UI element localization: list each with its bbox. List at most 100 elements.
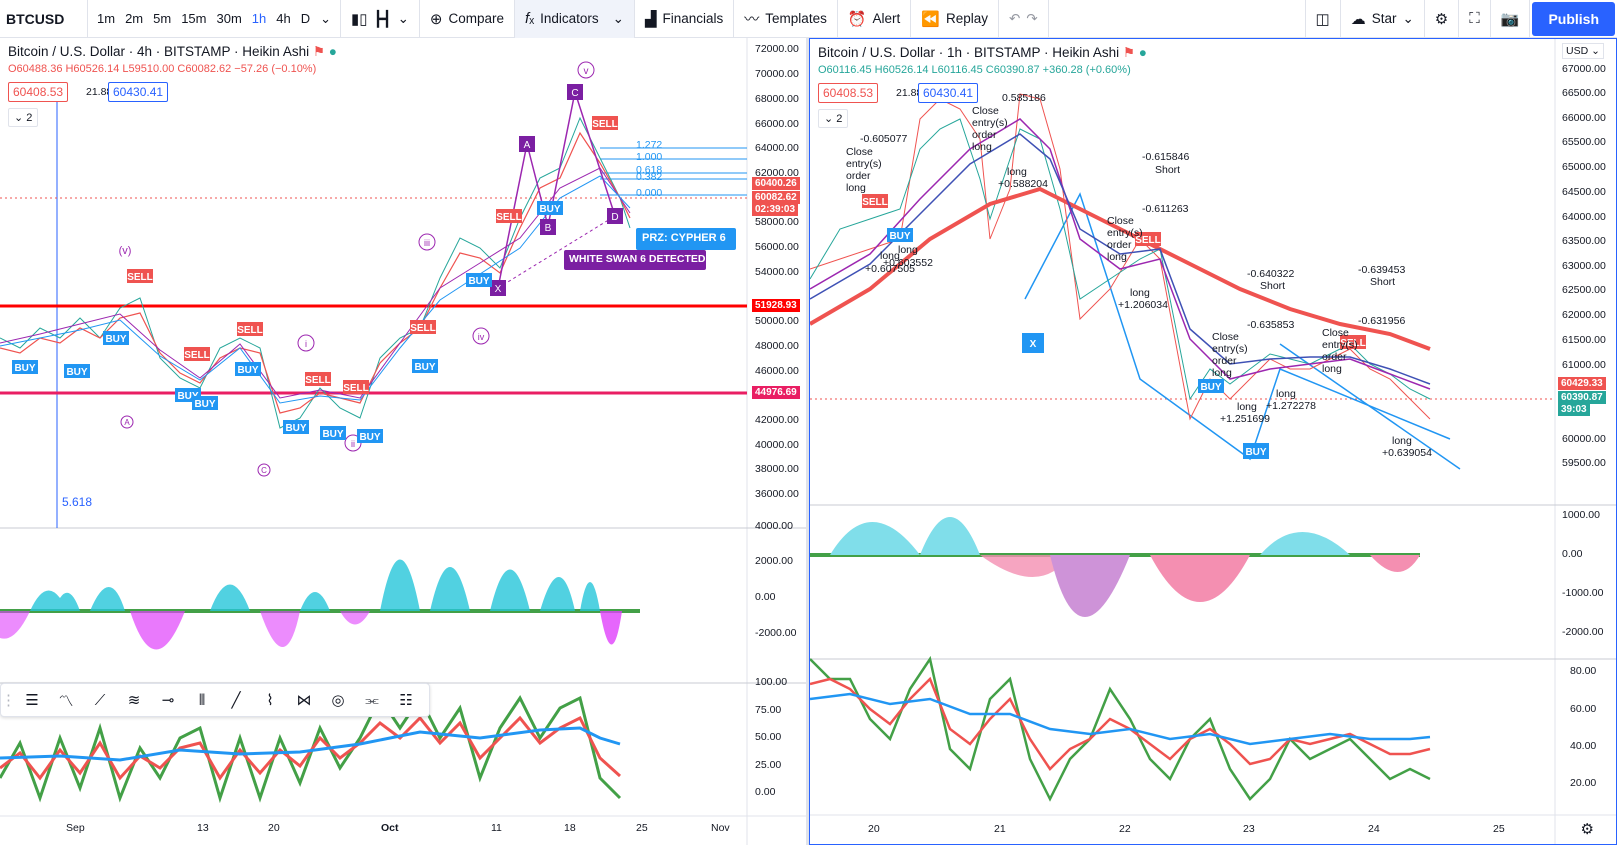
snapshot-button[interactable]: 📷: [1491, 0, 1531, 38]
right-price-tag-1: 60429.33: [1558, 377, 1606, 390]
left-legend[interactable]: Bitcoin / U.S. Dollar · 4h · BITSTAMP · …: [8, 44, 337, 60]
channel-icon[interactable]: ⫘: [365, 691, 379, 709]
timeframe-2m[interactable]: 2m: [125, 11, 144, 26]
svg-text:C: C: [261, 466, 267, 475]
axis-tick: 56000.00: [755, 241, 799, 253]
date-tick: 11: [491, 822, 502, 834]
axis-tick: 40000.00: [755, 439, 799, 451]
rsi-axis-tick: 75.00: [755, 704, 782, 716]
star-label: Star: [1371, 11, 1397, 26]
axis-tick: 65000.00: [1562, 161, 1606, 173]
currency-selector[interactable]: USD ⌄: [1562, 43, 1604, 59]
left-price-tag-1: 60400.26: [752, 177, 800, 190]
spiral-icon[interactable]: ◎: [331, 692, 345, 709]
annotation: -0.611263: [1142, 203, 1189, 215]
chevron-down-icon: ⌄: [1591, 45, 1600, 57]
multi-line-icon[interactable]: ≋: [127, 692, 141, 709]
left-chart-canvas[interactable]: A B C D X v iii iv i ii A C (v) BUY BUY …: [0, 38, 806, 845]
elliott-wave-icon[interactable]: ⌇: [266, 692, 274, 709]
timeframe-1h[interactable]: 1h: [251, 11, 267, 26]
rsi-axis-tick: 40.00: [1570, 740, 1597, 752]
axis-tick: 66000.00: [1562, 112, 1606, 124]
layout-button[interactable]: ◫: [1304, 0, 1341, 38]
vertical-lines-icon[interactable]: ⦀: [198, 691, 206, 709]
annotation: +1.206034: [1118, 299, 1168, 311]
timeframe-group: 1m 2m 5m 15m 30m 1h 4h D ⌄: [88, 0, 342, 38]
svg-text:X: X: [1030, 339, 1037, 350]
chart-type-button[interactable]: ▮▯ ┣┫ ⌄: [341, 0, 420, 38]
path-icon[interactable]: ⟋: [94, 691, 106, 709]
compare-label: Compare: [448, 11, 505, 26]
plus-circle-icon: ⊕: [429, 10, 443, 28]
symbol-search[interactable]: BTCUSD: [0, 0, 88, 38]
right-countdown: 39:03: [1558, 403, 1590, 416]
templates-button[interactable]: 〰 Templates: [734, 0, 838, 38]
chart-settings-gear-icon[interactable]: ⚙: [1580, 821, 1594, 838]
alert-button[interactable]: ⏰ Alert: [838, 0, 912, 38]
fib-icon[interactable]: ☷: [399, 692, 413, 709]
svg-text:SELL: SELL: [1135, 235, 1161, 246]
svg-text:SELL: SELL: [237, 325, 263, 336]
right-collapse-count: 2: [836, 113, 843, 125]
chevron-down-icon: ⌄: [1402, 10, 1414, 26]
left-collapse-button[interactable]: ⌄ 2: [8, 108, 39, 127]
right-ask-box[interactable]: 60430.41: [918, 83, 979, 103]
rsi-axis-tick: 80.00: [1570, 665, 1597, 677]
publish-button[interactable]: Publish: [1532, 1, 1615, 36]
settings-button[interactable]: ⚙: [1425, 0, 1460, 38]
right-collapse-button[interactable]: ⌄ 2: [818, 109, 849, 128]
svg-text:BUY: BUY: [1245, 447, 1266, 458]
date-tick: 23: [1243, 823, 1255, 835]
right-legend[interactable]: Bitcoin / U.S. Dollar · 1h · BITSTAMP · …: [818, 45, 1147, 61]
left-chart[interactable]: A B C D X v iii iv i ii A C (v) BUY BUY …: [0, 38, 806, 845]
chevron-down-icon[interactable]: ⌄: [612, 10, 624, 26]
left-ask-box[interactable]: 60430.41: [108, 82, 169, 102]
redo-icon[interactable]: ↷: [1026, 10, 1038, 26]
timeframe-15m[interactable]: 15m: [181, 11, 207, 26]
trend-line-icon[interactable]: ╱: [231, 692, 241, 709]
indicators-button[interactable]: fₓ Indicators ⌄: [515, 0, 635, 38]
axis-tick: 58000.00: [755, 216, 799, 228]
drag-handle-icon[interactable]: ⋮: [1, 692, 16, 709]
abcd-pattern-icon[interactable]: 〽: [58, 692, 74, 710]
undo-icon[interactable]: ↶: [1009, 10, 1021, 26]
axis-tick: 42000.00: [755, 414, 799, 426]
star-button[interactable]: ☁ Star ⌄: [1341, 0, 1425, 38]
left-bid-box[interactable]: 60408.53: [8, 82, 69, 102]
xabcd-icon[interactable]: ⋈: [296, 692, 312, 709]
svg-text:A: A: [124, 418, 130, 427]
left-countdown: 02:39:03: [752, 203, 799, 216]
compare-button[interactable]: ⊕ Compare: [420, 0, 516, 38]
right-bid-box[interactable]: 60408.53: [818, 83, 879, 103]
left-ohlc: O60488.36 H60526.14 L59510.00 C60082.62 …: [8, 63, 317, 75]
svg-text:ii: ii: [351, 439, 355, 449]
swan-label[interactable]: WHITE SWAN 6 DETECTED: [569, 253, 706, 265]
financials-button[interactable]: ▟ Financials: [635, 0, 735, 38]
timeframe-5m[interactable]: 5m: [153, 11, 172, 26]
horizontal-line-icon[interactable]: ⊸: [161, 692, 175, 709]
svg-text:(v): (v): [119, 245, 132, 257]
date-tick: 18: [564, 822, 576, 834]
chevron-down-icon[interactable]: ⌄: [320, 10, 332, 26]
pitchfork-icon[interactable]: ☰: [25, 692, 39, 709]
right-chart-canvas[interactable]: BUY SELL SELL BUY BUY SELL X: [810, 39, 1616, 844]
timeframe-1m[interactable]: 1m: [97, 11, 116, 26]
rsi-axis-tick: 20.00: [1570, 777, 1597, 789]
timeframe-30m[interactable]: 30m: [216, 11, 242, 26]
flag-icon: ⚑: [312, 44, 325, 59]
replay-button[interactable]: ⏪ Replay: [911, 0, 999, 38]
prz-label[interactable]: PRZ: CYPHER 6: [642, 232, 726, 244]
right-chart[interactable]: BUY SELL SELL BUY BUY SELL X Bitcoin / U…: [809, 38, 1617, 845]
fullscreen-button[interactable]: ⛶: [1459, 0, 1491, 38]
osc-axis-tick: 0.00: [1562, 548, 1583, 560]
timeframe-d[interactable]: D: [300, 11, 311, 26]
svg-text:SELL: SELL: [184, 350, 210, 361]
chart-divider[interactable]: [806, 38, 809, 845]
replay-label: Replay: [945, 11, 988, 26]
timeframe-4h[interactable]: 4h: [276, 11, 291, 26]
svg-text:BUY: BUY: [322, 429, 343, 440]
svg-text:C: C: [571, 88, 578, 99]
svg-text:SELL: SELL: [305, 375, 331, 386]
annotation: +0.607505: [865, 263, 915, 275]
osc-axis-tick: -1000.00: [1562, 587, 1604, 599]
